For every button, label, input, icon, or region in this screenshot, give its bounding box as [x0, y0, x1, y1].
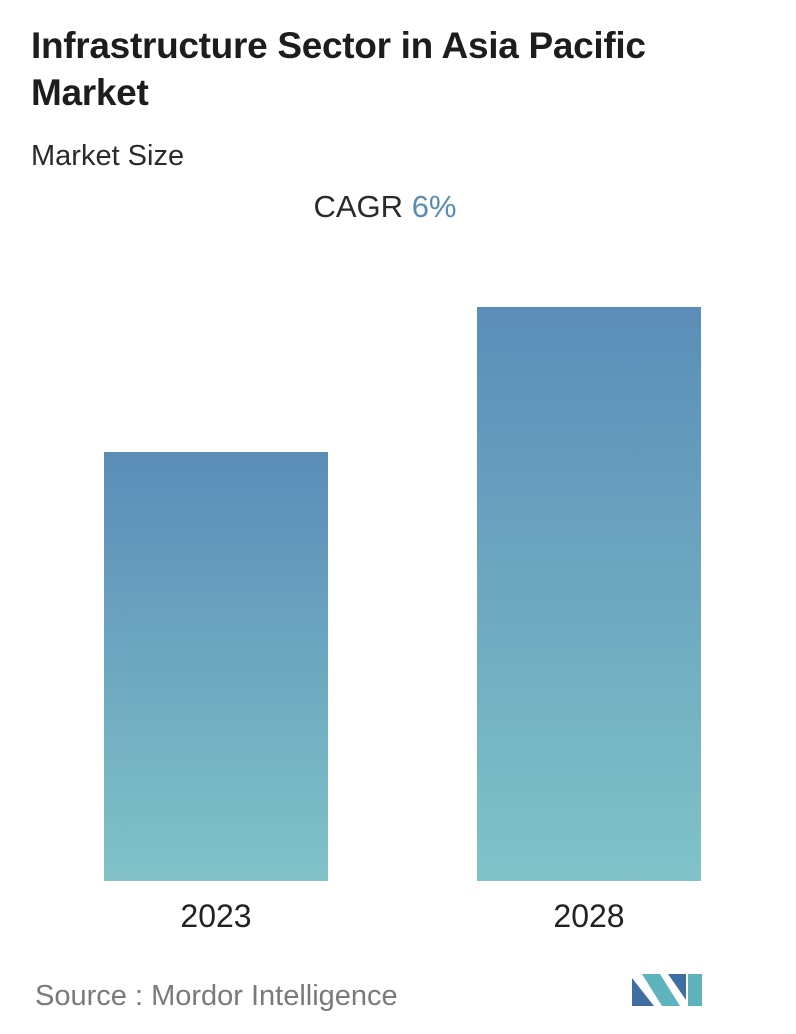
- cagr-value: 6%: [411, 189, 457, 224]
- source-label: Source :: [35, 980, 143, 1012]
- x-axis-tick-labels: 2023 2028: [180, 898, 624, 934]
- mordor-intelligence-logo-icon: [632, 974, 702, 1006]
- bar-2023: [104, 452, 328, 881]
- bar-2028: [477, 307, 701, 881]
- x-tick-label-2028: 2028: [553, 898, 624, 934]
- chart-title: Infrastructure Sector in Asia Pacific Ma…: [31, 25, 646, 113]
- source-note: Source : Mordor Intelligence: [35, 978, 398, 1014]
- bar-group: [104, 307, 701, 881]
- cagr-label: CAGR: [313, 189, 404, 224]
- chart-subtitle: Market Size: [31, 140, 185, 172]
- x-tick-label-2023: 2023: [180, 898, 251, 934]
- cagr-annotation: CAGR 6%: [0, 188, 770, 226]
- source-name: Mordor Intelligence: [151, 980, 398, 1012]
